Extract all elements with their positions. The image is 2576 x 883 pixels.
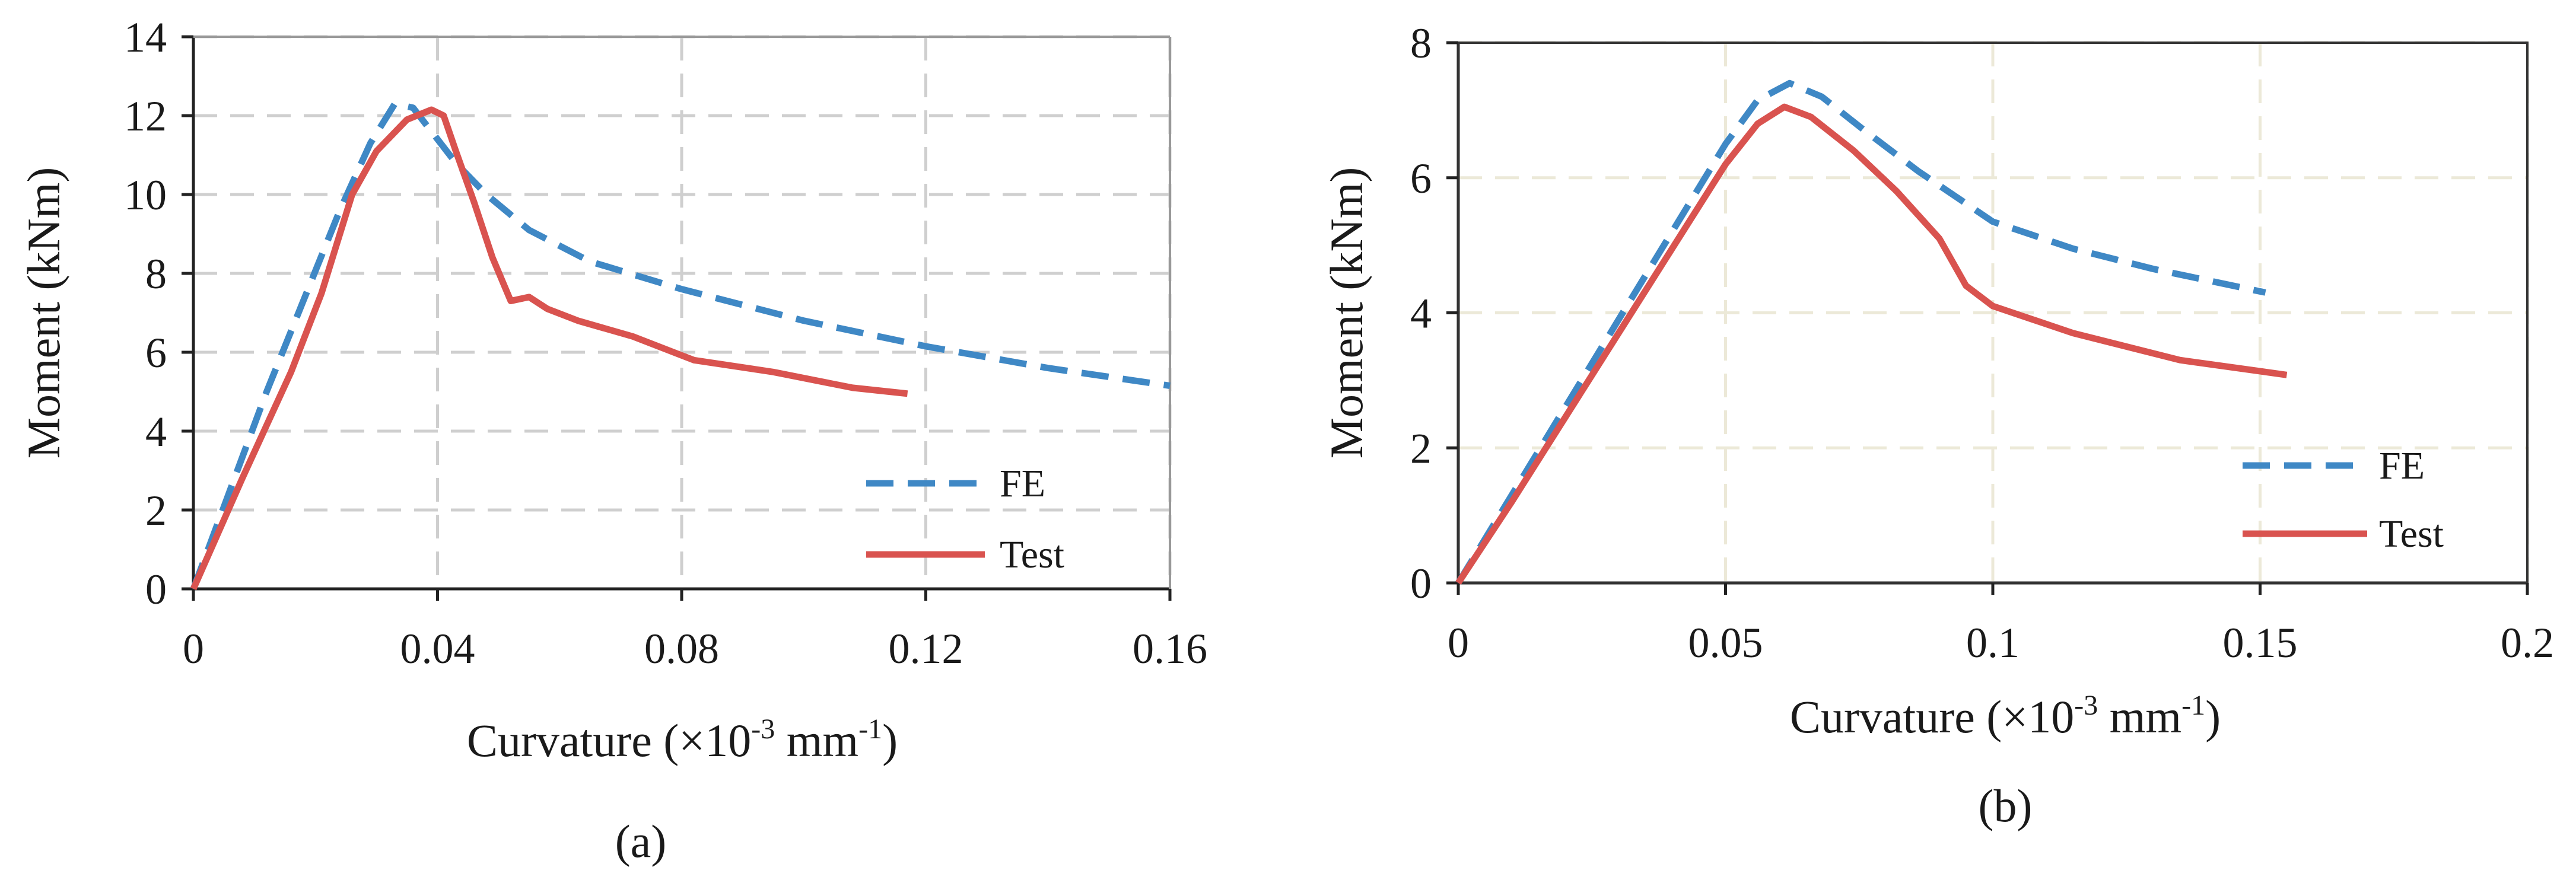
legend-label-test: Test bbox=[2379, 512, 2444, 556]
y-tick-label: 2 bbox=[1410, 425, 1432, 472]
chart-panel-a: 0 2 4 6 8 10 12 14 0 0.04 0.08 0.12 0.16 FE Test Moment… bbox=[18, 14, 1207, 867]
y-tick-label: 14 bbox=[124, 14, 167, 61]
y-tick-label: 4 bbox=[1410, 290, 1432, 337]
x-tick-label: 0.08 bbox=[644, 625, 719, 672]
x-axis-title-exp2: -1 bbox=[858, 713, 882, 745]
x-axis-title-mid: mm bbox=[775, 715, 858, 766]
y-tick-label: 8 bbox=[1410, 20, 1432, 67]
y-tick-label: 0 bbox=[1410, 560, 1432, 607]
y-axis-title: Moment (kNm) bbox=[18, 167, 69, 459]
y-tick-label: 12 bbox=[124, 93, 167, 140]
series-line-test bbox=[190, 106, 908, 591]
x-axis-title-prefix: Curvature (×10 bbox=[1790, 691, 2074, 742]
y-tick-label: 2 bbox=[145, 487, 167, 534]
x-tick-label: 0 bbox=[1448, 619, 1469, 667]
y-tick-label: 8 bbox=[145, 250, 167, 298]
panel-caption: (b) bbox=[1979, 780, 2033, 831]
x-tick-label: 0.2 bbox=[2501, 619, 2554, 667]
x-axis-title-prefix: Curvature (×10 bbox=[467, 715, 751, 766]
legend-label-fe: FE bbox=[2379, 444, 2425, 487]
x-tick-label: 0.12 bbox=[889, 625, 963, 672]
x-tick-label: 0 bbox=[183, 625, 204, 672]
x-tick-label: 0.05 bbox=[1688, 619, 1763, 667]
x-axis-title-exp2: -1 bbox=[2181, 690, 2205, 721]
x-tick-label: 0.15 bbox=[2223, 619, 2298, 667]
x-axis-title-exp1: -3 bbox=[2074, 690, 2098, 721]
x-tick-label: 0.04 bbox=[400, 625, 475, 672]
series-line-test bbox=[1455, 103, 2288, 585]
chart-panel-b: 0 2 4 6 8 0 0.05 0.1 0.15 0.2 FE Test Moment (kNm) Cu… bbox=[1321, 20, 2554, 831]
series-line-fe bbox=[190, 100, 1171, 590]
y-tick-label: 0 bbox=[145, 566, 167, 613]
y-tick-label: 6 bbox=[145, 329, 167, 377]
y-tick-label: 10 bbox=[124, 171, 167, 219]
series-line-fe bbox=[1455, 79, 2266, 585]
x-axis-title: Curvature (×10-3 mm-1) bbox=[467, 713, 898, 766]
y-tick-label: 4 bbox=[145, 408, 167, 455]
legend-label-test: Test bbox=[1000, 533, 1064, 576]
panel-caption: (a) bbox=[615, 815, 667, 867]
y-axis-title: Moment (kNm) bbox=[1321, 167, 1372, 459]
x-axis-title-suffix: ) bbox=[2205, 691, 2221, 742]
x-tick-label: 0.16 bbox=[1133, 625, 1207, 672]
legend-label-fe: FE bbox=[1000, 462, 1045, 505]
x-axis-title-exp1: -3 bbox=[751, 713, 775, 745]
x-axis-title-mid: mm bbox=[2098, 691, 2181, 742]
x-axis-title-suffix: ) bbox=[882, 715, 898, 766]
x-axis-title: Curvature (×10-3 mm-1) bbox=[1790, 690, 2221, 742]
x-tick-label: 0.1 bbox=[1966, 619, 2020, 667]
y-tick-label: 6 bbox=[1410, 155, 1432, 202]
